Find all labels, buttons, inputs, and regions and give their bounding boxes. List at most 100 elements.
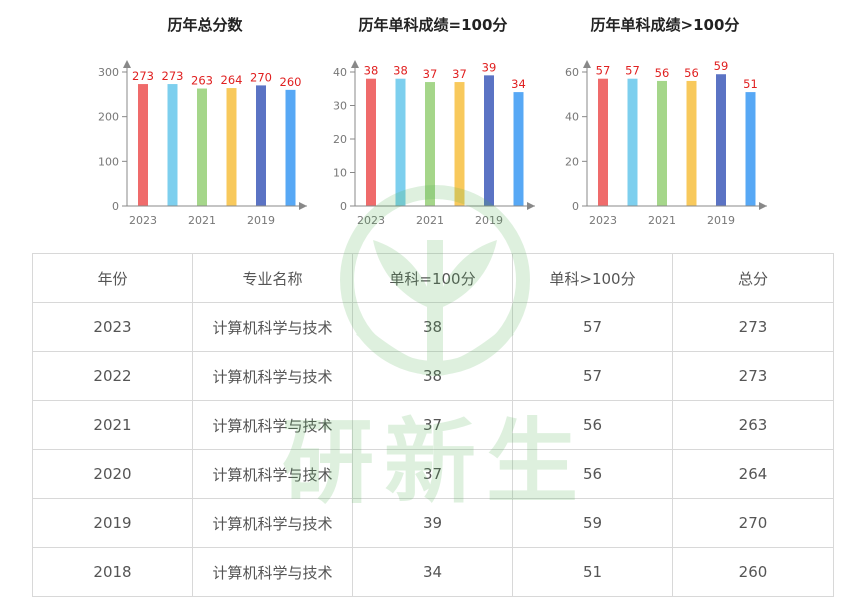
cell-major: 计算机科学与技术 [192, 547, 353, 597]
cell-year: 2023 [32, 302, 193, 352]
bar-value-label: 260 [280, 75, 302, 89]
chart-svg: 0 20 40 60 57 2023 57 56 2021 56 59 2019 51 [565, 59, 767, 227]
chart-svg: 0 10 20 30 40 38 2023 38 37 2021 37 39 2019 34 [333, 60, 535, 227]
chart-single-eq-100: 历年单科成绩=100分 0 10 20 30 40 38 2023 38 37 2021 37 39 2… [303, 0, 563, 240]
x-tick-label: 2021 [416, 214, 444, 227]
bar-value-label: 270 [250, 70, 272, 84]
cell-major: 计算机科学与技术 [192, 498, 353, 548]
bar [686, 80, 697, 206]
y-tick-label: 200 [98, 111, 119, 124]
table-row: 2023 计算机科学与技术 38 57 273 [32, 302, 834, 352]
bar [395, 78, 406, 206]
cell-single-eq-100: 38 [352, 302, 513, 352]
chart-title: 历年总分数 [167, 16, 243, 34]
cell-single-gt-100: 57 [512, 302, 673, 352]
bar [716, 74, 726, 206]
bar [454, 82, 465, 206]
table-row: 2021 计算机科学与技术 37 56 263 [32, 400, 834, 450]
bar-value-label: 37 [423, 67, 438, 81]
chart-title: 历年单科成绩>100分 [590, 16, 740, 34]
bar [513, 92, 524, 206]
cell-total: 264 [672, 449, 834, 499]
cell-year: 2018 [32, 547, 193, 597]
y-tick-label: 40 [565, 111, 579, 124]
bar [138, 84, 148, 206]
y-tick-label: 60 [565, 66, 579, 79]
bar-value-label: 37 [452, 67, 467, 81]
bar-value-label: 56 [655, 66, 670, 80]
y-tick-label: 0 [112, 200, 119, 213]
cell-total: 273 [672, 302, 834, 352]
y-tick-label: 300 [98, 66, 119, 79]
bar [256, 85, 266, 206]
bar-value-label: 38 [393, 64, 408, 78]
y-tick-label: 40 [333, 66, 347, 79]
cell-year: 2022 [32, 351, 193, 401]
cell-single-gt-100: 56 [512, 400, 673, 450]
chart-svg: 0 100 200 300 273 2023 273 263 2021 264 270 2019 260 [98, 60, 307, 227]
cell-single-eq-100: 37 [352, 449, 513, 499]
x-tick-label: 2021 [188, 214, 216, 227]
cell-year: 2019 [32, 498, 193, 548]
x-tick-label: 2019 [475, 214, 503, 227]
cell-single-gt-100: 57 [512, 351, 673, 401]
x-axis-arrow [299, 202, 307, 210]
y-axis-arrow [123, 60, 131, 68]
bar-value-label: 57 [625, 64, 640, 78]
bar [598, 78, 608, 206]
cell-single-eq-100: 38 [352, 351, 513, 401]
cell-single-gt-100: 59 [512, 498, 673, 548]
bar-value-label: 51 [743, 77, 758, 91]
x-tick-label: 2023 [357, 214, 385, 227]
header-major: 专业名称 [192, 253, 353, 303]
bar [366, 78, 376, 206]
bar [285, 89, 296, 206]
cell-single-eq-100: 37 [352, 400, 513, 450]
bar-value-label: 264 [221, 73, 243, 87]
chart-total-score: 历年总分数 0 100 200 300 273 2023 273 263 2021 264 270 2… [75, 0, 335, 240]
x-axis-arrow [527, 202, 535, 210]
bar [197, 88, 207, 206]
bar-value-label: 273 [132, 69, 154, 83]
bar-value-label: 57 [596, 64, 611, 78]
x-tick-label: 2021 [648, 214, 676, 227]
cell-total: 263 [672, 400, 834, 450]
chart-title: 历年单科成绩=100分 [358, 16, 508, 34]
cell-single-gt-100: 56 [512, 449, 673, 499]
y-axis-arrow [583, 60, 591, 68]
y-tick-label: 0 [340, 200, 347, 213]
x-tick-label: 2023 [589, 214, 617, 227]
cell-total: 260 [672, 547, 834, 597]
bar-value-label: 273 [162, 69, 184, 83]
y-tick-label: 30 [333, 100, 347, 113]
table-row: 2019 计算机科学与技术 39 59 270 [32, 498, 834, 548]
bar [657, 80, 667, 206]
cell-single-eq-100: 39 [352, 498, 513, 548]
header-single-eq-100: 单科=100分 [352, 253, 513, 303]
cell-single-eq-100: 34 [352, 547, 513, 597]
bar-value-label: 263 [191, 74, 213, 88]
score-table: 年份 专业名称 单科=100分 单科>100分 总分 2023 计算机科学与技术… [32, 253, 834, 597]
table-header-row: 年份 专业名称 单科=100分 单科>100分 总分 [32, 253, 834, 303]
bar [167, 84, 178, 206]
table-row: 2018 计算机科学与技术 34 51 260 [32, 547, 834, 597]
cell-major: 计算机科学与技术 [192, 351, 353, 401]
bar [627, 78, 638, 206]
cell-total: 270 [672, 498, 834, 548]
y-tick-label: 10 [333, 167, 347, 180]
bar-value-label: 38 [364, 64, 379, 78]
y-tick-label: 100 [98, 155, 119, 168]
cell-year: 2020 [32, 449, 193, 499]
x-tick-label: 2019 [707, 214, 735, 227]
table-row: 2020 计算机科学与技术 37 56 264 [32, 449, 834, 499]
y-axis-arrow [351, 60, 359, 68]
cell-major: 计算机科学与技术 [192, 449, 353, 499]
bar [484, 75, 494, 206]
cell-single-gt-100: 51 [512, 547, 673, 597]
cell-total: 273 [672, 351, 834, 401]
cell-year: 2021 [32, 400, 193, 450]
bar [745, 92, 756, 206]
header-year: 年份 [32, 253, 193, 303]
y-tick-label: 20 [565, 155, 579, 168]
cell-major: 计算机科学与技术 [192, 302, 353, 352]
